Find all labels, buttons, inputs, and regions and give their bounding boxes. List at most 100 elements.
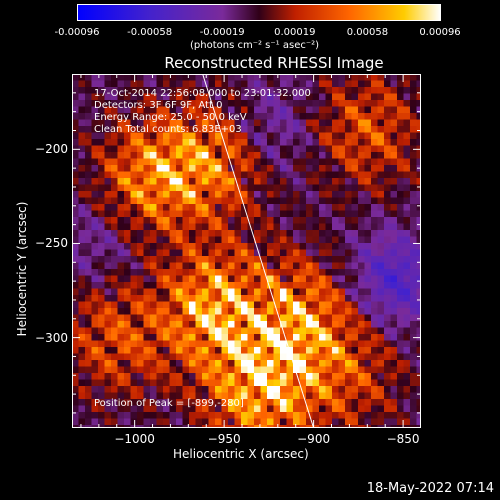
heatmap-cell [371, 262, 378, 270]
heatmap-cell [182, 152, 190, 159]
heatmap-cell [169, 386, 177, 393]
heatmap-cell [397, 269, 404, 276]
heatmap-cell [78, 282, 86, 289]
x-tick-label: −850 [386, 432, 420, 446]
heatmap-cell [143, 87, 151, 94]
heatmap-cell [390, 178, 398, 185]
heatmap-cell [117, 275, 125, 283]
heatmap-cell [176, 340, 183, 348]
heatmap-cell [150, 119, 157, 127]
heatmap-cell [189, 74, 196, 81]
heatmap-cell [345, 386, 352, 393]
heatmap-cell [384, 210, 391, 218]
heatmap-cell [293, 256, 300, 263]
heatmap-cell [273, 87, 281, 94]
heatmap-cell [351, 334, 359, 341]
heatmap-cell [176, 321, 183, 328]
heatmap-cell [163, 80, 170, 88]
heatmap-cell [78, 327, 86, 335]
heatmap-cell [247, 184, 255, 192]
heatmap-cell [338, 171, 346, 179]
heatmap-cell [176, 223, 183, 231]
heatmap-cell [358, 158, 365, 166]
heatmap-cell [241, 295, 248, 302]
heatmap-cell [137, 152, 144, 159]
heatmap-cell [130, 366, 138, 374]
heatmap-cell [364, 256, 372, 263]
heatmap-cell [293, 379, 300, 387]
heatmap-cell [195, 379, 203, 387]
heatmap-cell [176, 399, 183, 406]
heatmap-cell [345, 217, 352, 224]
heatmap-cell [260, 425, 268, 428]
heatmap-cell [299, 425, 307, 428]
heatmap-cell [390, 210, 398, 218]
heatmap-cell [241, 217, 248, 224]
heatmap-cell [273, 275, 281, 283]
heatmap-cell [104, 334, 112, 341]
heatmap-cell [169, 243, 177, 250]
heatmap-cell [137, 126, 144, 133]
heatmap-cell [91, 249, 99, 257]
heatmap-cell [338, 80, 346, 88]
heatmap-cell [325, 80, 333, 88]
heatmap-cell [273, 386, 281, 393]
heatmap-cell [78, 399, 86, 406]
heatmap-cell [410, 80, 417, 88]
heatmap-cell [254, 197, 261, 205]
heatmap-cell [338, 165, 346, 172]
heatmap-cell [397, 347, 404, 354]
heatmap-cell [390, 360, 398, 367]
heatmap-cell [338, 93, 346, 101]
heatmap-cell [280, 405, 287, 413]
colorbar-tick-label: -0.00019 [199, 27, 245, 38]
heatmap-cell [403, 145, 411, 153]
heatmap-cell [358, 113, 365, 120]
heatmap-cell [189, 184, 196, 192]
heatmap-cell [241, 334, 248, 341]
heatmap-cell [306, 392, 313, 400]
heatmap-cell [98, 210, 105, 218]
heatmap-cell [358, 243, 365, 250]
heatmap-cell [254, 74, 261, 81]
heatmap-cell [150, 327, 157, 335]
heatmap-cell [85, 379, 92, 387]
heatmap-cell [254, 314, 261, 322]
heatmap-cell [319, 191, 326, 198]
heatmap-cell [358, 256, 365, 263]
heatmap-cell [143, 347, 151, 354]
heatmap-cell [345, 295, 352, 302]
heatmap-cell [247, 282, 255, 289]
heatmap-cell [78, 158, 86, 166]
heatmap-cell [78, 256, 86, 263]
heatmap-cell [78, 119, 86, 127]
heatmap-cell [228, 113, 235, 120]
heatmap-cell [221, 113, 229, 120]
heatmap-cell [163, 210, 170, 218]
heatmap-cell [143, 217, 151, 224]
heatmap-cell [189, 100, 196, 107]
heatmap-cell [85, 425, 92, 428]
heatmap-cell [163, 256, 170, 263]
heatmap-cell [397, 223, 404, 231]
heatmap-cell [325, 366, 333, 374]
heatmap-cell [150, 360, 157, 367]
heatmap-cell [293, 113, 300, 120]
heatmap-cell [202, 308, 209, 315]
heatmap-cell [397, 249, 404, 257]
heatmap-cell [293, 236, 300, 244]
heatmap-cell [91, 262, 99, 270]
heatmap-cell [377, 295, 385, 302]
heatmap-cell [403, 236, 411, 244]
heatmap-cell [124, 223, 131, 231]
heatmap-cell [143, 197, 151, 205]
heatmap-cell [156, 80, 164, 88]
heatmap-cell [124, 139, 131, 146]
heatmap-cell [280, 288, 287, 296]
timestamp: 18-May-2022 07:14 [366, 481, 494, 496]
heatmap-cell [247, 74, 255, 81]
heatmap-cell [234, 165, 242, 172]
heatmap-cell [306, 217, 313, 224]
heatmap-cell [78, 93, 86, 101]
heatmap-cell [117, 145, 125, 153]
